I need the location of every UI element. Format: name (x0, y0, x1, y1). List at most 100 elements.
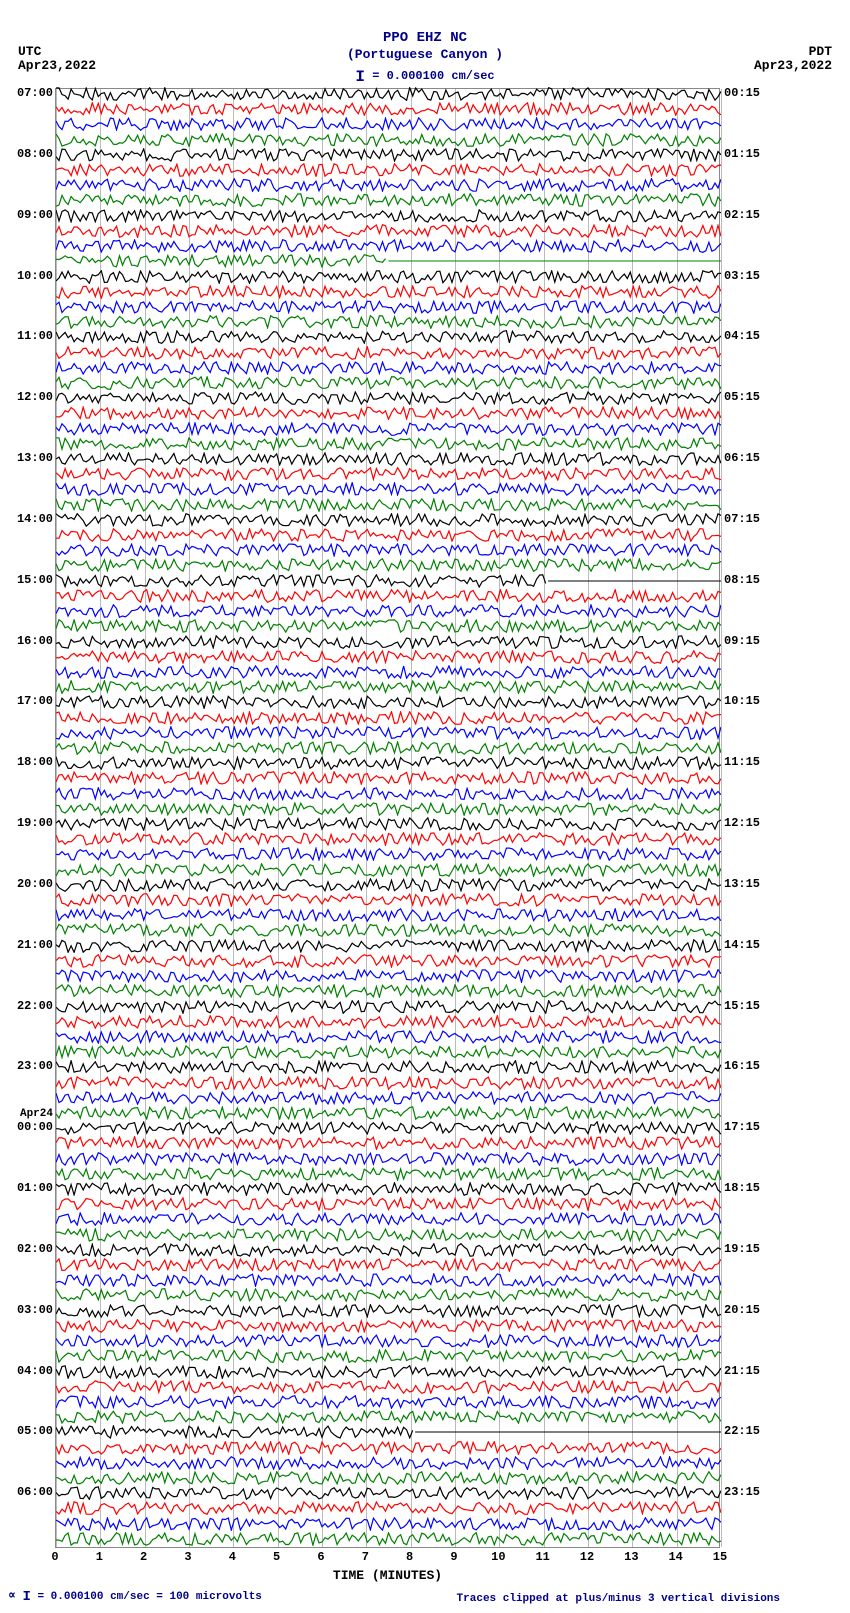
seismic-trace (56, 330, 721, 344)
x-tick: 12 (580, 1550, 594, 1564)
seismic-trace (56, 635, 721, 649)
seismic-trace (56, 832, 721, 846)
tz-right-label: PDT (754, 45, 832, 59)
x-tick: 13 (624, 1550, 638, 1564)
seismic-trace (56, 589, 721, 603)
x-axis-title: TIME (MINUTES) (55, 1568, 720, 1583)
time-label-pdt: 10:15 (724, 694, 760, 708)
seismic-trace (56, 1334, 721, 1348)
seismic-trace (56, 1517, 721, 1531)
seismic-trace (56, 1091, 721, 1105)
seismic-trace (56, 1121, 721, 1135)
time-label-utc: 23:00 (17, 1059, 53, 1073)
footer-scale: ∝ I = 0.000100 cm/sec = 100 microvolts (8, 1588, 262, 1605)
seismic-trace (56, 406, 721, 420)
seismic-trace (56, 650, 721, 664)
time-label-utc: 15:00 (17, 573, 53, 587)
seismic-trace (56, 437, 721, 451)
x-tick: 2 (140, 1550, 147, 1564)
seismic-trace (56, 1136, 721, 1150)
time-label-pdt: 19:15 (724, 1242, 760, 1256)
time-label-utc: 21:00 (17, 938, 53, 952)
seismic-trace (56, 1319, 721, 1333)
seismic-trace (56, 543, 721, 557)
seismic-trace (56, 954, 721, 968)
seismic-trace (56, 1486, 721, 1500)
time-label-pdt: 12:15 (724, 816, 760, 830)
seismic-trace (56, 452, 721, 466)
seismic-trace (56, 863, 721, 877)
x-tick: 9 (450, 1550, 457, 1564)
time-label-utc: 13:00 (17, 451, 53, 465)
seismic-trace (56, 117, 721, 131)
time-label-utc: 06:00 (17, 1485, 53, 1499)
seismic-trace (56, 741, 721, 755)
time-label-utc: 18:00 (17, 755, 53, 769)
x-tick: 1 (96, 1550, 103, 1564)
seismic-trace (56, 908, 721, 922)
time-label-pdt: 08:15 (724, 573, 760, 587)
seismic-trace (56, 1304, 721, 1318)
x-tick: 3 (184, 1550, 191, 1564)
time-label-utc: 03:00 (17, 1303, 53, 1317)
time-label-utc: 11:00 (17, 329, 53, 343)
seismic-trace (56, 361, 721, 375)
time-label-utc: 20:00 (17, 877, 53, 891)
seismic-trace (56, 923, 721, 937)
seismic-trace (56, 178, 721, 192)
time-label-utc: 02:00 (17, 1242, 53, 1256)
x-tick: 0 (51, 1550, 58, 1564)
time-label-pdt: 14:15 (724, 938, 760, 952)
seismic-trace (56, 665, 721, 679)
seismic-trace (56, 1441, 721, 1455)
seismic-trace (56, 1471, 721, 1485)
seismic-trace (56, 209, 721, 223)
scale-value: = 0.000100 cm/sec (372, 69, 494, 83)
seismic-trace (56, 1395, 721, 1409)
seismic-trace (56, 726, 721, 740)
seismic-trace (56, 224, 721, 238)
time-label-utc: 22:00 (17, 999, 53, 1013)
time-label-pdt: 16:15 (724, 1059, 760, 1073)
x-tick: 15 (713, 1550, 727, 1564)
seismic-trace (56, 285, 721, 299)
seismic-trace (56, 1152, 721, 1166)
chart-header: PPO EHZ NC (Portuguese Canyon ) (0, 30, 850, 62)
x-tick: 7 (362, 1550, 369, 1564)
time-label-pdt: 07:15 (724, 512, 760, 526)
seismic-trace (56, 878, 721, 892)
seismic-trace (56, 1273, 721, 1287)
seismic-trace (56, 528, 721, 542)
time-label-utc: Apr2400:00 (17, 1110, 53, 1134)
time-label-utc: 04:00 (17, 1364, 53, 1378)
seismic-trace (56, 133, 721, 147)
seismic-trace (56, 1532, 721, 1546)
time-label-pdt: 05:15 (724, 390, 760, 404)
tz-right-block: PDT Apr23,2022 (754, 45, 832, 74)
time-label-pdt: 21:15 (724, 1364, 760, 1378)
scale-legend-top: I = 0.000100 cm/sec (0, 68, 850, 86)
seismic-trace (56, 802, 721, 816)
seismic-trace (56, 1410, 721, 1424)
seismic-trace (56, 1015, 721, 1029)
time-label-pdt: 11:15 (724, 755, 760, 769)
seismic-trace (56, 148, 721, 162)
seismic-trace (56, 1182, 721, 1196)
tz-left-block: UTC Apr23,2022 (18, 45, 96, 74)
time-label-pdt: 03:15 (724, 269, 760, 283)
seismic-trace (56, 467, 721, 481)
seismic-trace (56, 847, 721, 861)
seismic-trace (56, 939, 721, 953)
seismic-trace (56, 1365, 721, 1379)
time-label-pdt: 13:15 (724, 877, 760, 891)
time-label-utc: 08:00 (17, 147, 53, 161)
seismic-trace (56, 254, 721, 268)
seismic-trace (56, 1258, 721, 1272)
seismic-trace (56, 1106, 721, 1120)
tz-right-date: Apr23,2022 (754, 59, 832, 73)
seismic-trace (56, 270, 721, 284)
tz-left-label: UTC (18, 45, 96, 59)
time-label-utc: 07:00 (17, 86, 53, 100)
tz-left-date: Apr23,2022 (18, 59, 96, 73)
seismic-trace (56, 817, 721, 831)
